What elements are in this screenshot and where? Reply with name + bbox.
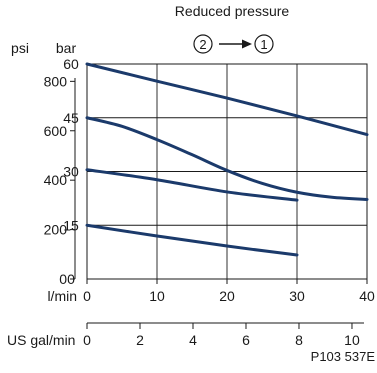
y-tick-label: 15 [63,217,79,233]
y2-tick-label: 400 [44,172,68,188]
flow-from-circle [193,34,213,54]
series-line-4 [85,223,299,257]
flow-arrow-head [242,39,252,49]
y-tick-label: 45 [63,110,79,126]
x2-axis-label: US gal/min [7,332,75,348]
flow-from-label: 2 [199,37,206,52]
y-axis-label: bar [56,40,77,56]
y-tick-label: 0 [67,271,75,287]
x2-tick-label: 10 [344,332,360,348]
flow-to-label: 1 [260,37,267,52]
y2-tick-label: 800 [44,73,68,89]
y2-tick-label: 600 [44,123,68,139]
y-tick-label: 30 [63,164,79,180]
axes-group [70,78,368,329]
x2-tick-label: 8 [295,332,303,348]
chart-title: Reduced pressure [175,3,290,19]
y2-tick-label: 200 [44,222,68,238]
series-line-1 [85,62,369,137]
x-tick-label: 20 [219,288,235,304]
x2-tick-label: 2 [136,332,144,348]
x-tick-label: 40 [359,288,375,304]
y-tick-label: 60 [63,56,79,72]
figure-code: P103 537E [311,349,376,364]
x-tick-label: 10 [149,288,165,304]
x2-tick-label: 0 [83,332,91,348]
x2-tick-label: 6 [242,332,250,348]
x-tick-label: 0 [83,288,91,304]
y2-tick-label: 0 [59,271,67,287]
series-line-3 [85,168,299,202]
x-axis-label: l/min [47,288,77,304]
series-group [85,62,369,257]
series-line-2 [85,116,369,201]
x2-tick-label: 4 [189,332,197,348]
flow-to-circle [254,34,274,54]
x-tick-label: 30 [289,288,305,304]
y2-axis-label: psi [11,40,29,56]
